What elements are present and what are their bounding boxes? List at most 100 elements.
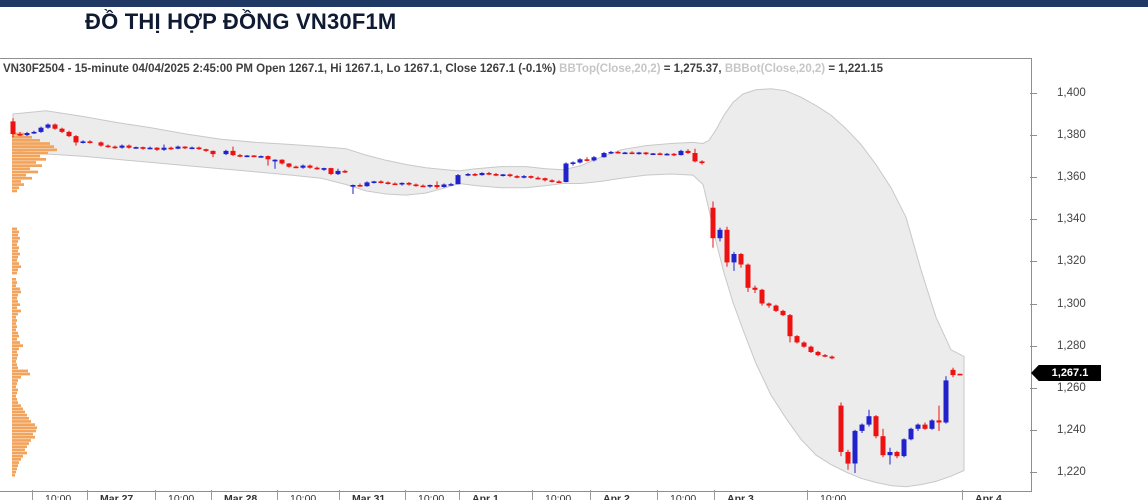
candle-body bbox=[203, 149, 209, 151]
volume-profile-bar bbox=[12, 154, 40, 158]
bbbot-value: = 1,221.15 bbox=[828, 63, 884, 75]
candle-body bbox=[455, 175, 461, 185]
volume-profile-bar bbox=[12, 458, 21, 461]
candle-body bbox=[657, 153, 663, 155]
volume-profile-bar bbox=[12, 303, 20, 306]
candle-wick bbox=[586, 157, 588, 162]
x-axis-label: 10:00 bbox=[545, 493, 572, 500]
volume-profile-bar bbox=[12, 227, 17, 231]
x-axis-label: Apr 1 bbox=[472, 493, 499, 500]
candle-body bbox=[794, 336, 800, 343]
volume-profile-bar bbox=[12, 407, 23, 411]
x-axis-tick bbox=[459, 490, 460, 500]
candle-body bbox=[556, 181, 562, 183]
volume-profile-bar bbox=[12, 236, 20, 240]
y-axis-label: 1,300 bbox=[1057, 298, 1086, 310]
volume-profile-bar bbox=[12, 135, 32, 139]
candle-body bbox=[230, 150, 236, 156]
candle-body bbox=[307, 165, 313, 168]
volume-profile-bar bbox=[12, 278, 16, 281]
candle-body bbox=[371, 181, 377, 183]
candle-body bbox=[98, 142, 104, 146]
candle-body bbox=[161, 147, 167, 150]
candle-body bbox=[521, 176, 527, 178]
candle-body bbox=[671, 153, 677, 156]
candle-body bbox=[350, 185, 356, 187]
y-axis-label: 1,400 bbox=[1057, 87, 1086, 99]
volume-profile-bar bbox=[12, 473, 15, 477]
volume-profile-bar bbox=[12, 281, 17, 284]
volume-profile-bar bbox=[12, 331, 18, 335]
candle-body bbox=[472, 174, 478, 176]
candle-body bbox=[724, 229, 730, 263]
candle-body bbox=[17, 134, 23, 136]
candle-body bbox=[773, 305, 779, 311]
candle-body bbox=[699, 161, 705, 164]
candle-body bbox=[542, 178, 548, 181]
y-axis-label: 1,320 bbox=[1057, 255, 1086, 267]
x-axis-label: Apr 2 bbox=[603, 493, 630, 500]
candle-body bbox=[936, 420, 942, 423]
volume-profile-bar bbox=[12, 312, 18, 316]
x-axis-label: Mar 27 bbox=[100, 493, 134, 500]
candle-body bbox=[601, 153, 607, 158]
volume-profile-bar bbox=[12, 170, 38, 174]
volume-profile-bar bbox=[12, 173, 26, 177]
x-axis-label: 10:00 bbox=[670, 493, 697, 500]
candle-body bbox=[584, 159, 590, 161]
volume-profile-bar bbox=[12, 243, 17, 246]
x-axis-tick bbox=[87, 490, 88, 500]
candle-body bbox=[147, 147, 153, 150]
candle-body bbox=[258, 156, 264, 158]
volume-profile-bar bbox=[12, 344, 23, 347]
y-axis-label: 1,240 bbox=[1057, 424, 1086, 436]
last-price-label: 1,267.1 bbox=[1051, 367, 1089, 379]
volume-profile-bar bbox=[12, 420, 31, 423]
candle-body bbox=[922, 424, 928, 429]
volume-profile-bar bbox=[12, 145, 54, 148]
volume-profile-bar bbox=[12, 350, 17, 354]
volume-profile-bar bbox=[12, 334, 19, 338]
volume-profile-bar bbox=[12, 391, 17, 395]
volume-profile-bar bbox=[12, 382, 17, 385]
candle-body bbox=[175, 146, 181, 149]
volume-profile-bar bbox=[12, 322, 16, 325]
candle-body bbox=[182, 146, 188, 149]
candle-body bbox=[189, 147, 195, 150]
candle-body bbox=[915, 424, 921, 429]
volume-profile-bar bbox=[12, 426, 37, 430]
candle-body bbox=[272, 159, 278, 162]
volume-profile-bar bbox=[12, 319, 17, 322]
candle-body bbox=[787, 315, 793, 337]
x-axis-label: 10:00 bbox=[290, 493, 317, 500]
volume-profile-bar bbox=[12, 353, 18, 357]
top-accent-bar bbox=[0, 0, 1148, 7]
y-axis-tick bbox=[1030, 93, 1037, 94]
candle-body bbox=[80, 141, 86, 143]
candle-body bbox=[929, 420, 935, 429]
last-price-tag: 1,267.1 bbox=[1031, 365, 1101, 381]
x-axis-tick bbox=[32, 490, 33, 500]
candle-body bbox=[887, 452, 893, 456]
candle-body bbox=[223, 150, 229, 155]
volume-profile-bar bbox=[12, 435, 35, 439]
volume-profile-bar bbox=[12, 300, 18, 303]
y-axis-label: 1,340 bbox=[1057, 213, 1086, 225]
candle-body bbox=[286, 163, 292, 167]
candle-body bbox=[608, 151, 614, 154]
candle-body bbox=[105, 145, 111, 148]
volume-profile-bar bbox=[12, 347, 19, 351]
volume-profile-bar bbox=[12, 293, 18, 297]
x-axis-tick bbox=[405, 490, 406, 500]
bbtop-value: = 1,275.37, bbox=[663, 63, 722, 75]
volume-profile-bar bbox=[12, 265, 21, 269]
volume-profile-bar bbox=[12, 167, 30, 171]
x-axis-tick bbox=[155, 490, 156, 500]
volume-profile-bar bbox=[12, 176, 32, 180]
volume-profile-bar bbox=[12, 385, 16, 389]
y-axis-label: 1,260 bbox=[1057, 382, 1086, 394]
instrument-summary: VN30F2504 - 15-minute 04/04/2025 2:45:00… bbox=[3, 63, 556, 75]
candle-body bbox=[357, 185, 363, 187]
volume-profile-bar bbox=[12, 338, 17, 341]
candle-body bbox=[73, 136, 79, 143]
